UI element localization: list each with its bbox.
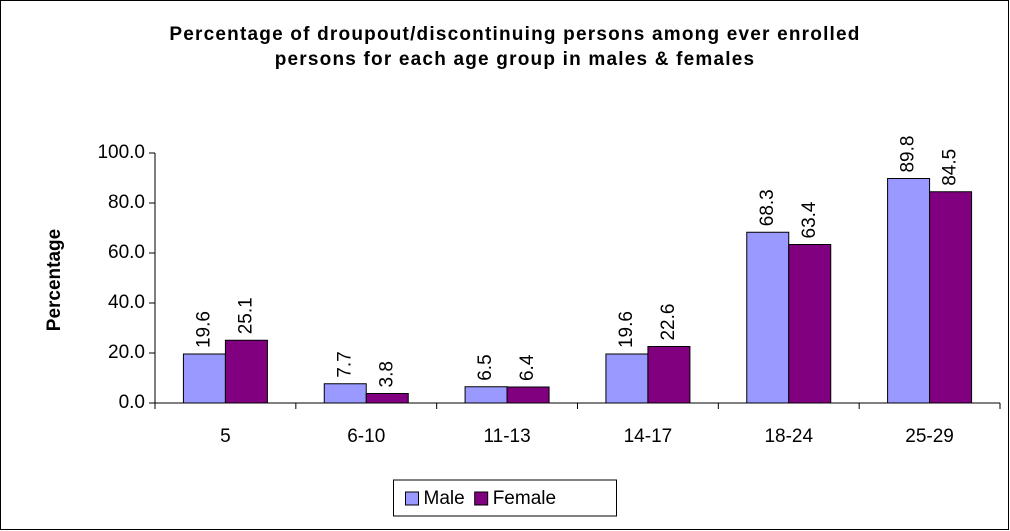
value-label: 3.8 <box>376 361 397 387</box>
bar <box>788 244 832 404</box>
value-label: 63.4 <box>799 201 820 238</box>
value-label: 22.6 <box>658 304 679 341</box>
x-tick-label: 25-29 <box>905 426 954 447</box>
bar <box>506 386 550 404</box>
x-tick-label: 6-10 <box>347 426 385 447</box>
x-tick-label: 5 <box>220 426 231 447</box>
legend-label: Male <box>424 488 465 509</box>
bar <box>182 353 226 404</box>
legend-swatch <box>474 491 489 506</box>
y-tick-label: 40.0 <box>108 292 145 313</box>
value-label: 7.7 <box>334 351 355 377</box>
value-label: 89.8 <box>898 136 919 173</box>
y-tick-label: 60.0 <box>108 242 145 263</box>
bar <box>929 191 973 404</box>
x-tick-label: 14-17 <box>624 426 673 447</box>
legend-swatch <box>405 491 419 506</box>
value-label: 84.5 <box>940 149 961 186</box>
y-tick-label: 100.0 <box>97 142 145 163</box>
legend-box <box>393 479 617 517</box>
value-label: 19.6 <box>193 311 214 348</box>
bar <box>323 383 367 404</box>
value-label: 25.1 <box>235 297 256 334</box>
legend-label: Female <box>493 488 556 509</box>
value-label: 6.5 <box>475 354 496 380</box>
bar <box>746 231 790 404</box>
bar <box>224 339 268 404</box>
y-tick-label: 20.0 <box>108 342 145 363</box>
y-tick-label: 0.0 <box>119 392 145 413</box>
x-tick-label: 18-24 <box>764 426 813 447</box>
x-tick-label: 11-13 <box>483 426 530 447</box>
value-label: 19.6 <box>616 311 637 348</box>
y-tick-label: 80.0 <box>108 192 145 213</box>
chart-title: Percentage of droupout/discontinuing per… <box>169 24 861 70</box>
y-axis-label: Percentage <box>44 229 65 331</box>
bar <box>647 346 691 404</box>
bar <box>887 178 931 404</box>
value-label: 68.3 <box>757 189 778 226</box>
bar <box>464 386 508 404</box>
value-label: 6.4 <box>517 354 538 381</box>
bar <box>605 353 649 404</box>
bar <box>365 393 409 404</box>
